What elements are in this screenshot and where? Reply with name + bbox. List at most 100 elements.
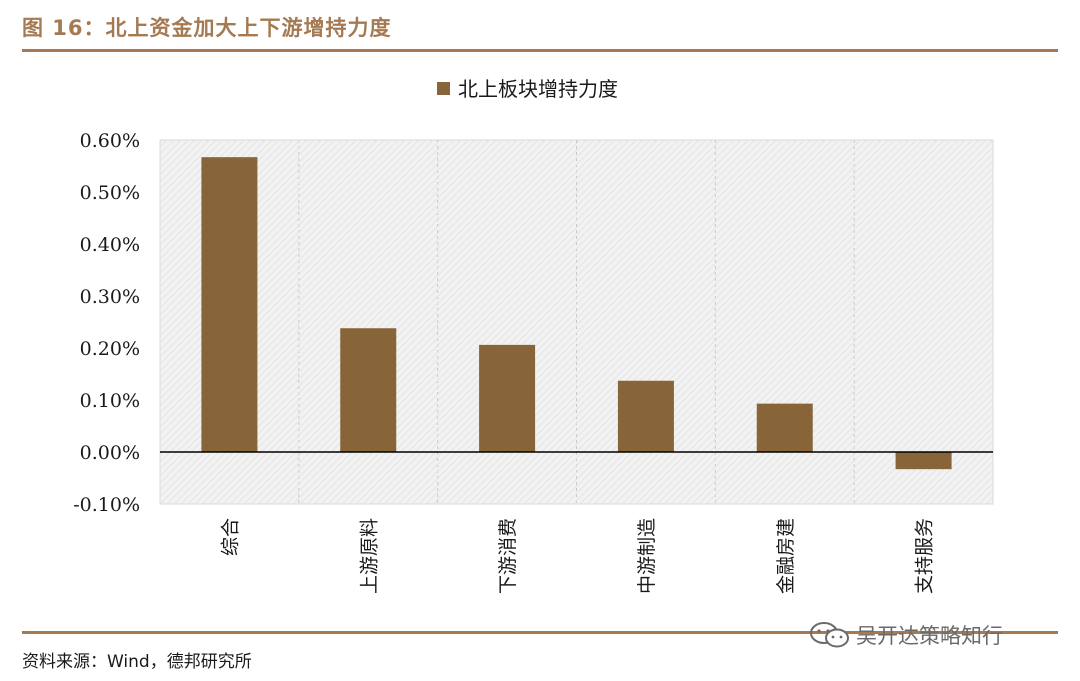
plot-texture-line	[873, 384, 994, 505]
watermark-text: 吴开达策略知行	[856, 624, 1003, 648]
y-axis-tick-labels: 0.60% 0.50% 0.40% 0.30% 0.20% 0.10% 0.00% -0.10…	[73, 130, 140, 516]
plot-texture-line	[516, 139, 882, 505]
plot-texture-line	[159, 139, 224, 204]
x-category-label: 金融房建	[775, 518, 797, 594]
plot-texture-line	[159, 139, 182, 162]
plot-texture-line	[922, 433, 994, 505]
x-category-label: 支持服务	[914, 518, 936, 594]
watermark: 吴开达策略知行	[808, 620, 1003, 650]
plot-texture-line	[852, 363, 994, 505]
plot-texture-line	[985, 496, 994, 505]
plot-texture-line	[761, 272, 994, 505]
plot-texture-line	[369, 139, 735, 505]
y-tick-label: 0.30%	[80, 286, 140, 308]
plot-texture-line	[159, 139, 406, 386]
plot-texture-line	[474, 139, 840, 505]
plot-texture-line	[810, 321, 994, 505]
plot-texture-line	[159, 139, 231, 211]
plot-texture-line	[229, 139, 595, 505]
bar-6	[895, 452, 952, 470]
plot-texture-line	[159, 139, 364, 344]
plot-texture-line	[201, 139, 567, 505]
x-axis-category-labels: 综合 上游原料 下游消费 中游制造 金融房建 支持服务	[219, 518, 935, 594]
x-category-label: 中游制造	[636, 518, 658, 594]
plot-texture-line	[775, 286, 994, 505]
plot-texture-line	[691, 202, 994, 505]
plot-texture-line	[222, 139, 588, 505]
plot-texture-line	[670, 181, 994, 505]
plot-texture-line	[397, 139, 763, 505]
figure-title: 图 16：北上资金加大上下游增持力度	[22, 16, 392, 40]
plot-texture-line	[502, 139, 868, 505]
plot-texture-line	[782, 293, 994, 505]
plot-texture-line	[712, 223, 994, 505]
plot-texture-line	[271, 139, 637, 505]
plot-texture-line	[159, 139, 378, 358]
y-tick-label: 0.40%	[80, 234, 140, 256]
plot-texture-line	[362, 139, 728, 505]
bar-1	[201, 157, 258, 452]
plot-texture-line	[264, 139, 630, 505]
plot-texture-line	[957, 468, 994, 505]
plot-texture-line	[726, 237, 994, 505]
plot-texture-line	[915, 426, 994, 505]
plot-texture-line	[481, 139, 847, 505]
plot-texture-line	[404, 139, 770, 505]
x-category-label: 下游消费	[497, 518, 519, 594]
plot-texture-line	[866, 377, 994, 505]
plot-texture-line	[159, 139, 357, 337]
plot-texture-line	[803, 314, 994, 505]
bar-4	[617, 380, 674, 452]
legend-swatch	[437, 82, 450, 95]
chart-legend: 北上板块增持力度	[437, 77, 618, 101]
plot-texture-line	[943, 454, 994, 505]
plot-texture-line	[236, 139, 602, 505]
plot-texture-line	[243, 139, 609, 505]
plot-texture-line	[159, 139, 175, 155]
y-tick-label: 0.10%	[80, 390, 140, 412]
plot-texture-line	[614, 139, 980, 505]
plot-texture-line	[656, 167, 994, 505]
plot-texture-line	[530, 139, 896, 505]
bar-chart: 北上板块增持力度 0.60%0.50%0.40%0.30%0.20%0.10%0…	[73, 77, 994, 594]
plot-texture-line	[621, 139, 987, 505]
plot-texture-line	[376, 139, 742, 505]
plot-texture-line	[768, 279, 994, 505]
plot-texture-line	[250, 139, 616, 505]
plot-texture-line	[649, 160, 994, 505]
bottom-rule	[22, 631, 1058, 634]
plot-texture-line	[509, 139, 875, 505]
plot-texture-line	[159, 139, 371, 351]
wechat-icon	[810, 622, 849, 648]
plot-texture-line	[705, 216, 994, 505]
plot-texture-line	[796, 307, 994, 505]
source-note: 资料来源：Wind，德邦研究所	[22, 652, 252, 672]
plot-texture-line	[348, 139, 714, 505]
plot-texture-line	[936, 447, 994, 505]
plot-texture-line	[159, 139, 399, 379]
plot-texture-line	[635, 146, 994, 505]
plot-texture-line	[978, 489, 994, 505]
plot-texture-line	[257, 139, 623, 505]
plot-texture-line	[523, 139, 889, 505]
plot-texture-line	[859, 370, 994, 505]
plot-texture-line	[950, 461, 994, 505]
plot-texture-line	[845, 356, 994, 505]
plot-texture-line	[880, 391, 994, 505]
plot-texture-line	[159, 139, 189, 169]
plot-texture-line	[278, 139, 644, 505]
y-tick-label: 0.00%	[80, 442, 140, 464]
plot-texture-line	[495, 139, 861, 505]
plot-texture-line	[733, 244, 994, 505]
plot-texture-line	[488, 139, 854, 505]
y-tick-label: 0.50%	[80, 182, 140, 204]
y-tick-label: 0.20%	[80, 338, 140, 360]
bar-2	[340, 328, 397, 452]
plot-texture-line	[971, 482, 994, 505]
plot-texture-line	[544, 139, 910, 505]
plot-texture-line	[789, 300, 994, 505]
legend-label: 北上板块增持力度	[458, 77, 618, 101]
plot-texture-line	[663, 174, 994, 505]
plot-texture-line	[159, 139, 238, 218]
plot-texture-line	[390, 139, 756, 505]
